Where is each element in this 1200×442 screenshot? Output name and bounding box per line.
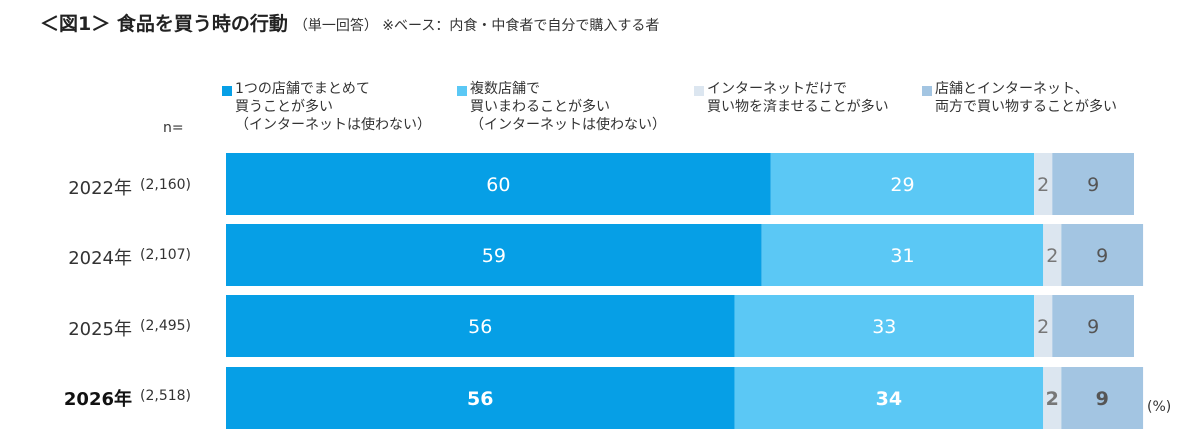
n-header: n= [163,120,184,136]
legend-swatch [457,86,467,96]
bar-segment-single-store [226,224,762,286]
data-label-multi-store: 33 [872,316,896,338]
legend-swatch [922,86,932,96]
sample-size-2024: (2,107) [140,247,192,263]
data-label-internet-only: 2 [1046,245,1058,267]
bar-segment-single-store [226,295,735,357]
data-label-single-store: 56 [468,316,492,338]
legend-item-internet-only: インターネットだけで 買い物を済ませることが多い [694,80,889,116]
bar-segment-multi-store [770,153,1035,215]
legend-item-store-and-internet: 店舗とインターネット、 両方で買い物することが多い [922,80,1117,116]
legend-swatch [222,86,232,96]
category-label-2025: 2025年 [68,319,132,340]
data-label-store-and-internet: 9 [1087,316,1099,338]
legend-item-multi-store: 複数店舗で 買いまわることが多い （インターネットは使わない） [457,80,666,134]
legend-item-single-store: 1つの店舗でまとめて 買うことが多い （インターネットは使わない） [222,80,431,134]
bar-segment-store-and-internet [1061,224,1144,286]
bar-segment-internet-only [1034,153,1053,215]
data-label-store-and-internet: 9 [1096,245,1108,267]
category-label-2022: 2022年 [68,178,132,199]
unit-label: (%) [1147,399,1172,415]
legend-label: 1つの店舗でまとめて 買うことが多い （インターネットは使わない） [235,81,431,133]
bar-segment-store-and-internet [1052,153,1134,215]
bar-segment-store-and-internet [1061,367,1144,429]
data-label-internet-only: 2 [1037,174,1049,196]
legend-label: 複数店舗で 買いまわることが多い （インターネットは使わない） [470,81,666,133]
data-label-single-store: 56 [467,388,493,410]
category-label-2024: 2024年 [68,248,132,269]
bar-segment-internet-only [1043,367,1062,429]
bar-segment-multi-store [761,224,1044,286]
sample-size-2026: (2,518) [140,388,192,404]
bar-segment-single-store [226,153,771,215]
data-label-store-and-internet: 9 [1096,388,1109,410]
chart-title-main: ＜図1＞ 食品を買う時の行動 [40,13,288,35]
bar-segment-internet-only [1034,295,1053,357]
sample-size-2022: (2,160) [140,177,192,193]
legend-swatch [694,86,704,96]
data-label-multi-store: 31 [890,245,914,267]
data-label-internet-only: 2 [1046,388,1059,410]
chart-title: ＜図1＞ 食品を買う時の行動 （単一回答） ※ベース：内食・中食者で自分で購入する… [40,9,659,36]
chart-title-sub: （単一回答） ※ベース：内食・中食者で自分で購入する者 [293,18,660,34]
sample-size-2025: (2,495) [140,318,192,334]
data-label-internet-only: 2 [1037,316,1049,338]
bar-segment-internet-only [1043,224,1062,286]
bar-segment-store-and-internet [1052,295,1134,357]
data-label-multi-store: 29 [890,174,914,196]
bar-segment-single-store [226,367,735,429]
data-label-store-and-internet: 9 [1087,174,1099,196]
legend-label: インターネットだけで 買い物を済ませることが多い [707,81,889,115]
data-label-multi-store: 34 [876,388,902,410]
bar-segment-multi-store [734,367,1044,429]
legend-label: 店舗とインターネット、 両方で買い物することが多い [935,81,1117,115]
data-label-single-store: 60 [486,174,510,196]
data-label-single-store: 59 [482,245,506,267]
category-label-2026: 2026年 [63,389,132,410]
bar-segment-multi-store [734,295,1035,357]
